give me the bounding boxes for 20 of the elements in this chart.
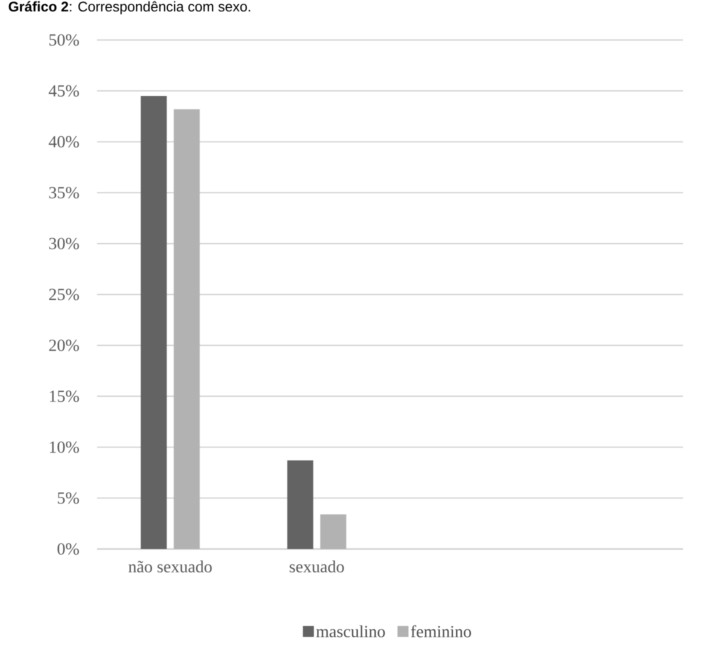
- bar: [140, 96, 167, 549]
- y-tick-label: 10%: [50, 441, 79, 453]
- bar: [320, 514, 346, 549]
- y-tick-label: 30%: [49, 238, 79, 250]
- x-tick-label: sexuado: [290, 560, 344, 572]
- bar: [174, 109, 200, 549]
- y-tick-label: 0%: [58, 543, 79, 555]
- y-tick-label: 20%: [49, 340, 79, 352]
- y-tick-label: 40%: [48, 136, 79, 148]
- y-tick-label: 50%: [49, 34, 79, 46]
- chart-title: Gráfico 2: Correspondência com sexo.: [8, 1, 250, 14]
- y-tick-label: 25%: [49, 288, 79, 300]
- legend-label: feminino: [410, 625, 471, 638]
- x-tick-label: não sexuado: [128, 560, 212, 572]
- bar: [287, 460, 314, 549]
- y-tick-label: 45%: [48, 85, 79, 97]
- y-tick-label: 15%: [50, 390, 79, 402]
- legend-label: masculino: [316, 625, 385, 638]
- y-tick-label: 35%: [49, 186, 79, 198]
- y-tick-label: 5%: [58, 492, 79, 504]
